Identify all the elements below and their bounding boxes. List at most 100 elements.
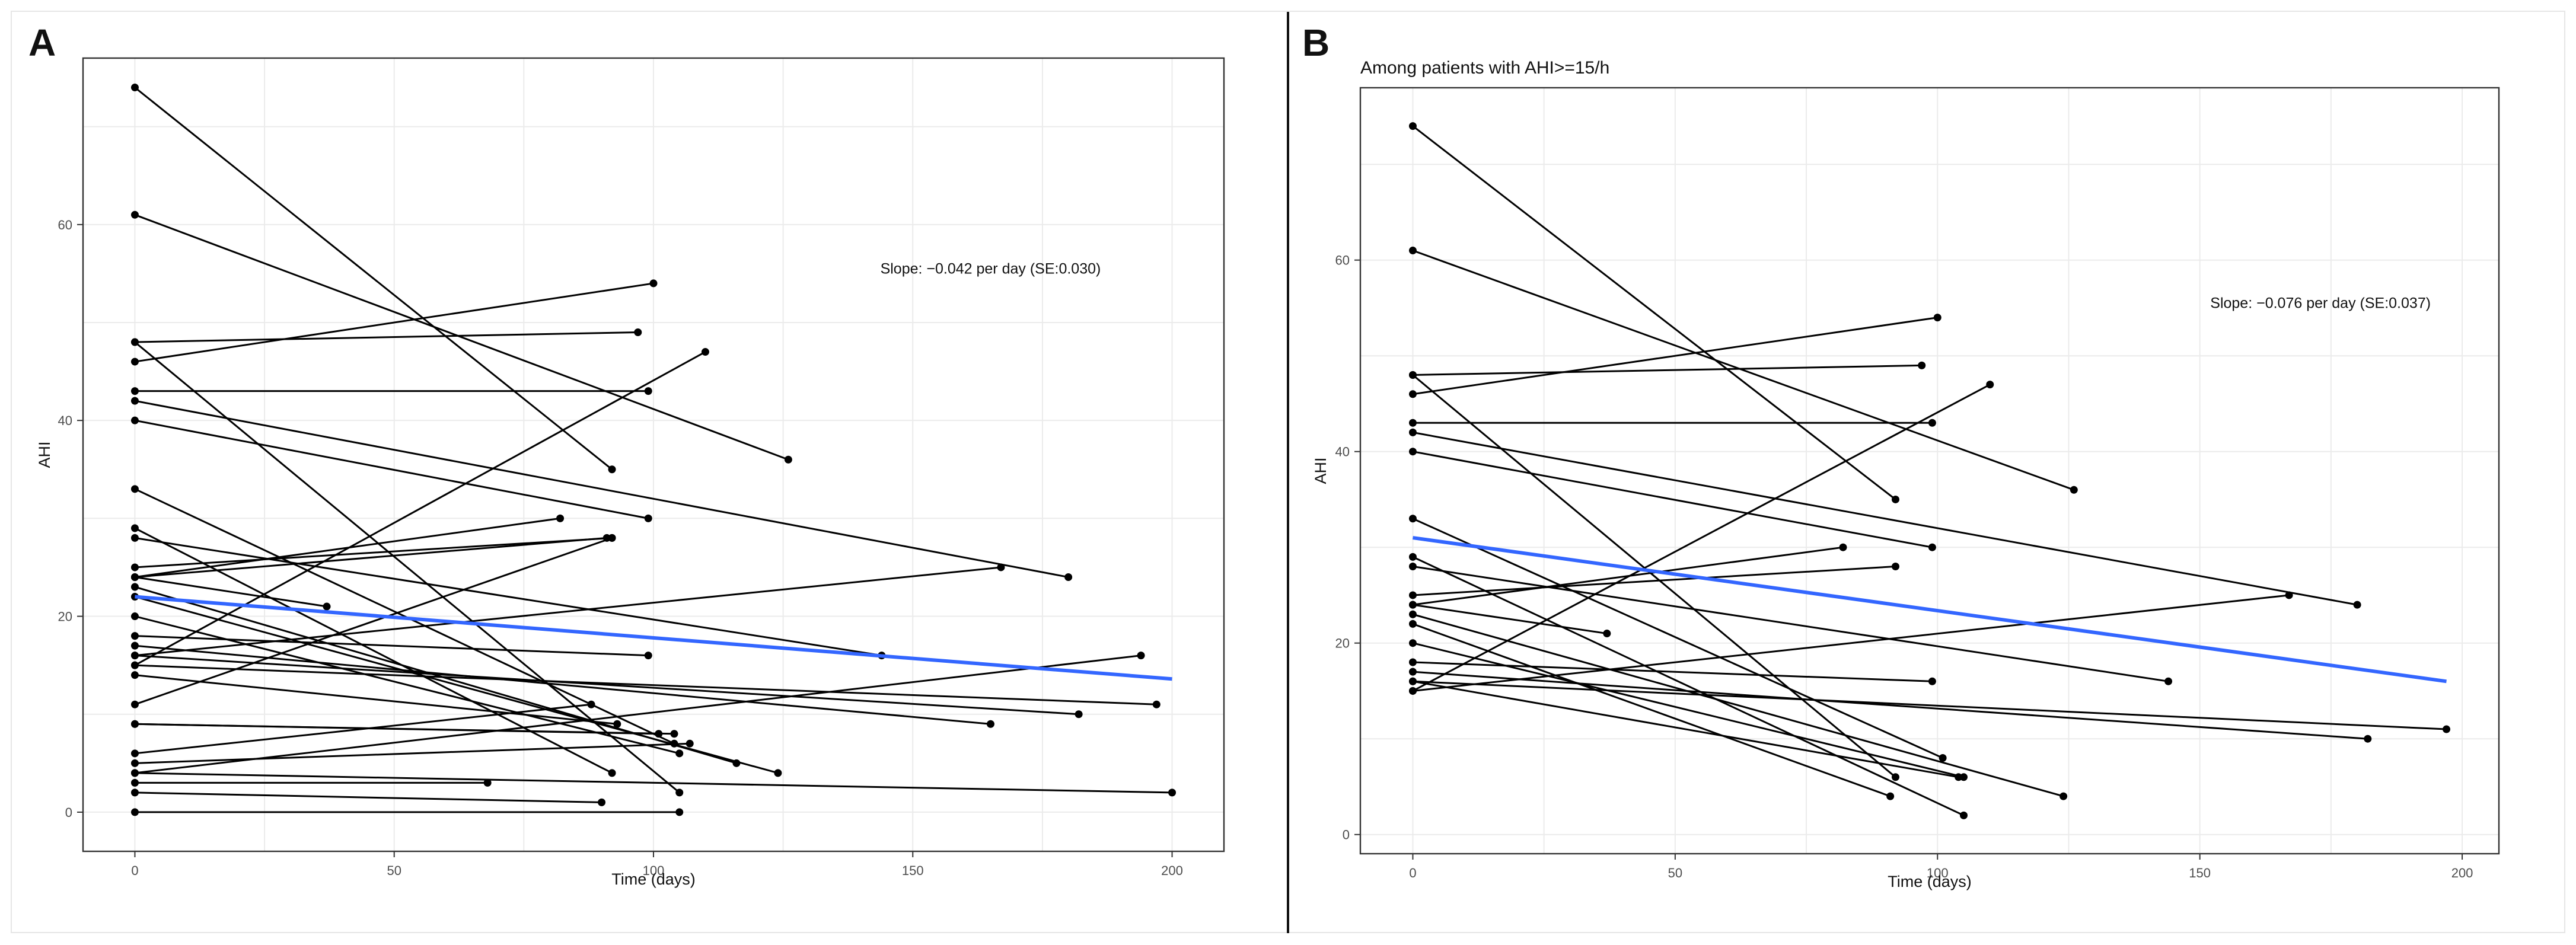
x-tick-label: 150 — [2189, 866, 2211, 880]
baseline-point — [1408, 591, 1417, 599]
patient-line — [1412, 518, 1943, 759]
patient-line — [135, 655, 1142, 774]
baseline-point — [130, 671, 139, 679]
patient-line — [1412, 250, 2074, 491]
patient-line — [135, 772, 1172, 794]
followup-point — [613, 720, 621, 728]
followup-point — [556, 514, 565, 522]
baseline-point — [130, 485, 139, 493]
patient-line — [134, 488, 675, 745]
followup-point — [598, 798, 606, 806]
x-tick-label: 0 — [131, 863, 138, 878]
patient-line — [1413, 566, 1896, 596]
patient-line — [1413, 594, 2290, 692]
followup-point — [997, 563, 1005, 572]
followup-point — [1933, 314, 1941, 322]
baseline-point — [130, 338, 139, 346]
baseline-point — [1408, 687, 1417, 695]
patient-line — [1412, 384, 1991, 692]
baseline-point — [130, 700, 139, 708]
y-tick-label: 40 — [1335, 445, 1350, 459]
baseline-point — [130, 749, 139, 758]
y-tick-label: 0 — [65, 805, 72, 820]
followup-point — [483, 778, 492, 787]
followup-point — [701, 348, 709, 356]
baseline-point — [1408, 658, 1417, 666]
outer-border-left — [11, 11, 12, 933]
baseline-point — [1408, 515, 1417, 523]
baseline-point — [130, 632, 139, 640]
y-tick-label: 0 — [1343, 828, 1350, 842]
patient-line — [1413, 451, 1933, 548]
patient-line — [134, 351, 706, 666]
patient-line — [1413, 431, 2358, 606]
x-tick-label: 100 — [643, 863, 665, 878]
patient-line — [135, 644, 991, 725]
followup-point — [1839, 543, 1847, 551]
patient-line — [135, 576, 327, 608]
patient-line — [134, 87, 613, 470]
followup-point — [649, 279, 658, 288]
patient-line — [135, 791, 602, 803]
baseline-point — [1408, 553, 1417, 561]
baseline-point — [1408, 639, 1417, 647]
followup-point — [587, 700, 595, 708]
followup-point — [1075, 710, 1083, 719]
baseline-point — [130, 563, 139, 572]
outer-border-right — [2564, 11, 2565, 933]
baseline-point — [1408, 122, 1417, 130]
followup-point — [1152, 700, 1161, 708]
followup-point — [608, 465, 616, 474]
followup-point — [986, 720, 994, 728]
followup-point — [644, 387, 652, 395]
patient-line — [1412, 374, 1896, 778]
baseline-point — [130, 661, 139, 669]
patient-line — [135, 282, 654, 363]
followup-point — [675, 749, 684, 758]
baseline-point — [130, 573, 139, 581]
trend-line — [1413, 536, 2447, 684]
patient-line — [1413, 671, 2368, 740]
y-tick-label: 60 — [58, 218, 72, 232]
followup-point — [1603, 630, 1611, 638]
baseline-point — [1408, 448, 1417, 456]
followup-point — [1168, 788, 1177, 797]
baseline-point — [130, 652, 139, 660]
baseline-point — [1408, 371, 1417, 379]
baseline-point — [1408, 677, 1417, 685]
baseline-point — [130, 778, 139, 787]
x-tick-label: 50 — [387, 863, 401, 878]
followup-point — [1928, 543, 1936, 551]
x-tick-label: 200 — [1161, 863, 1183, 878]
patient-line — [135, 664, 1157, 705]
followup-point — [2285, 591, 2293, 599]
y-tick-label: 40 — [58, 413, 72, 428]
followup-point — [2164, 677, 2173, 685]
patient-line — [135, 331, 638, 343]
gridlines — [83, 58, 1224, 851]
followup-point — [323, 602, 331, 611]
patient-segments — [130, 84, 1177, 816]
followup-point — [2070, 486, 2078, 494]
patient-line — [1413, 317, 1938, 395]
followup-point — [675, 808, 684, 816]
outer-border-top — [11, 11, 2565, 12]
followup-point — [1939, 754, 1947, 762]
followup-point — [1986, 381, 1994, 389]
patient-line — [135, 566, 1002, 657]
patient-line — [135, 674, 617, 725]
patient-line — [135, 537, 607, 578]
patient-line — [135, 655, 1079, 716]
y-tick-label: 60 — [1335, 253, 1350, 268]
patient-line — [1413, 680, 2447, 730]
followup-point — [608, 769, 616, 777]
panel-title: Among patients with AHI>=15/h — [1360, 58, 1609, 78]
followup-point — [784, 455, 792, 464]
baseline-point — [130, 524, 139, 532]
panel-b: 0 50 100 150 200 0 20 40 60 Slope: −0.076 per day… — [1302, 21, 2500, 890]
patient-segments — [1408, 122, 2451, 819]
x-axis-label: Time (days) — [611, 870, 696, 888]
baseline-point — [1408, 419, 1417, 427]
followup-point — [675, 788, 684, 797]
patient-line — [135, 723, 675, 735]
